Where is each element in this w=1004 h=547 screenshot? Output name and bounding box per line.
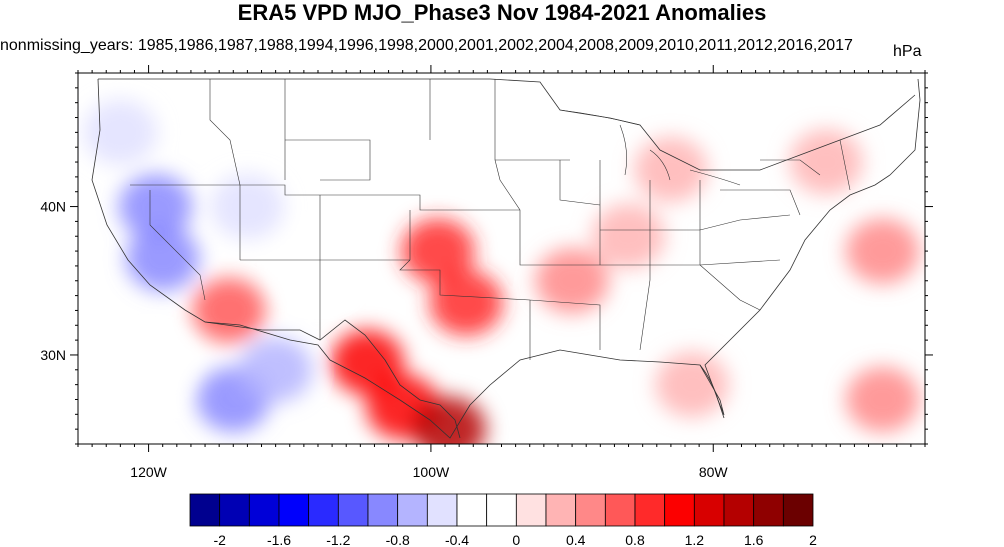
colorbar-box-3 (278, 493, 310, 527)
anomaly-field (83, 99, 920, 444)
colorbar-box-5 (337, 493, 369, 527)
anomaly-region-0 (83, 99, 157, 165)
colorbar-box-19 (753, 493, 784, 527)
state-borders (130, 79, 851, 360)
anomaly-region-1 (118, 174, 193, 240)
anomaly-region-13 (412, 396, 486, 444)
colorbar-box-15 (634, 493, 666, 527)
colorbar-label-2: -1.2 (326, 532, 350, 547)
anomaly-region-6 (238, 337, 313, 403)
colorbar-label-4: -0.4 (445, 532, 469, 547)
colorbar-label-10: 2 (809, 532, 817, 547)
colorbar-box-18 (723, 493, 755, 527)
anomaly-region-7 (111, 337, 186, 403)
great-lakes-outline (559, 109, 741, 186)
anomaly-region-17 (789, 129, 863, 195)
y-tick-label-1: 30N (40, 347, 66, 363)
colorbar-box-8 (426, 493, 458, 527)
us-mexico-border (204, 319, 461, 439)
anomaly-region-10 (401, 218, 475, 284)
anomaly-region-20 (655, 352, 729, 418)
colorbar-box-11 (515, 493, 547, 527)
colorbar-box-2 (248, 493, 280, 527)
x-tick-label-1: 100W (413, 464, 450, 480)
colorbar-label-9: 1.6 (744, 532, 764, 547)
anomaly-region-9 (429, 270, 503, 336)
units-label: hPa (893, 43, 922, 60)
map-boundaries (91, 78, 921, 439)
colorbar-label-5: 0 (512, 532, 520, 547)
colorbar-box-6 (367, 493, 399, 527)
chart-subtitle: nonmissing_years: 1985,1986,1987,1988,19… (0, 37, 853, 54)
colorbar-label-3: -0.8 (386, 532, 410, 547)
anomaly-region-8 (192, 277, 266, 343)
colorbar-box-12 (545, 493, 577, 527)
anomaly-region-3 (210, 174, 285, 240)
anomaly-region-2 (126, 225, 200, 292)
colorbar-box-7 (397, 493, 428, 527)
map-axis-ticks: 120W 100W 80W 40N 30N (40, 65, 933, 480)
anomaly-region-15 (535, 248, 609, 314)
y-tick-label-0: 40N (40, 199, 66, 215)
anomaly-region-16 (634, 136, 708, 203)
x-tick-label-2: 80W (699, 464, 729, 480)
chart-title: ERA5 VPD MJO_Phase3 Nov 1984-2021 Anomal… (237, 0, 767, 25)
colorbar-box-10 (486, 493, 517, 527)
anomaly-region-19 (845, 366, 920, 433)
colorbar-box-14 (604, 493, 636, 527)
florida-peninsula (699, 364, 725, 419)
colorbar-label-0: -2 (213, 532, 226, 547)
colorbar-box-0 (189, 493, 221, 527)
colorbar-box-13 (575, 493, 606, 527)
colorbar-label-6: 0.4 (566, 532, 586, 547)
colorbar-label-7: 0.8 (625, 532, 645, 547)
colorbar-label-8: 1.2 (685, 532, 705, 547)
colorbar-box-4 (308, 493, 339, 527)
colorbar-label-1: -1.6 (267, 532, 291, 547)
colorbar-box-17 (693, 493, 725, 527)
x-tick-label-0: 120W (130, 464, 167, 480)
colorbar: -2 -1.6 -1.2 -0.8 -0.4 0 0.4 0.8 1.2 1.6 2 (189, 493, 817, 547)
colorbar-box-16 (664, 493, 695, 527)
colorbar-box-9 (456, 493, 488, 527)
colorbar-box-1 (219, 493, 250, 527)
colorbar-box-20 (782, 493, 814, 527)
anomaly-region-4 (281, 233, 355, 299)
us-coastline-outline (91, 78, 921, 439)
anomaly-region-18 (845, 218, 920, 284)
anomaly-region-14 (591, 203, 666, 269)
